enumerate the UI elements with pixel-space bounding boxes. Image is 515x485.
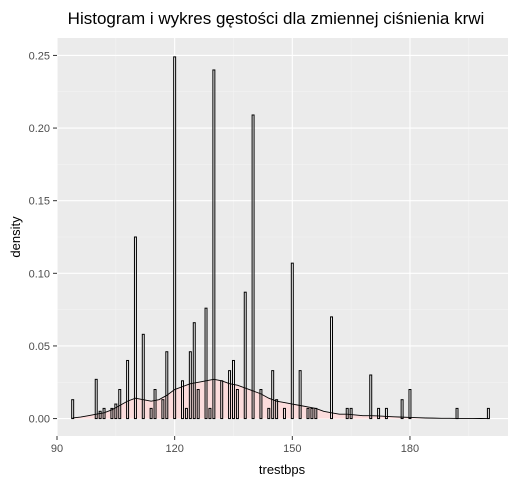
histogram-bar (455, 407, 459, 420)
histogram-bar (102, 407, 106, 420)
histogram-bar (208, 407, 212, 420)
histogram-bar (149, 407, 153, 420)
histogram-bars (71, 56, 490, 420)
histogram-bar (275, 399, 279, 420)
histogram-bar (231, 359, 235, 420)
histogram-bar (408, 389, 412, 420)
y-axis-title: density (8, 216, 23, 258)
histogram-bar (310, 407, 314, 420)
y-tick-label: 0.15 (29, 196, 50, 208)
histogram-bar (161, 399, 165, 420)
histogram-bar (306, 407, 310, 420)
histogram-bar (314, 407, 318, 420)
histogram-bar (153, 389, 157, 420)
histogram-bar (181, 380, 184, 420)
histogram-bar (384, 407, 388, 420)
chart-title: Histogram i wykres gęstości dla zmiennej… (68, 9, 485, 28)
histogram-bar (251, 114, 255, 420)
histogram-bar (173, 56, 177, 420)
histogram-bar (212, 69, 216, 420)
histogram-bar (486, 407, 490, 420)
histogram-bar (267, 407, 271, 420)
histogram-bar (349, 407, 353, 420)
minor-gridlines (57, 38, 508, 436)
histogram-bar (330, 316, 334, 420)
histogram-bar (94, 378, 98, 420)
density-curve (72, 378, 489, 419)
histogram-bar (118, 389, 122, 420)
histogram-bar (98, 410, 102, 420)
x-axis-title: trestbps (259, 462, 306, 477)
histogram-bar (377, 407, 381, 420)
x-axis-ticks: 90 120 150 180 (51, 436, 419, 455)
y-tick-label: 0.05 (29, 341, 50, 353)
x-tick-label: 180 (401, 443, 419, 455)
histogram-bar (290, 262, 294, 420)
y-tick-label: 0.10 (29, 268, 50, 280)
histogram-bar (110, 407, 114, 420)
histogram-bar (345, 407, 349, 420)
histogram-bar (243, 291, 247, 420)
histogram-bar (126, 359, 130, 420)
histogram-bar (369, 374, 373, 420)
histogram-bar (400, 399, 404, 420)
x-tick-label: 120 (165, 443, 183, 455)
histogram-bar (204, 307, 208, 420)
histogram-bar (220, 380, 224, 420)
y-tick-label: 0.00 (29, 414, 50, 426)
histogram-bar (114, 403, 118, 420)
x-tick-label: 150 (283, 443, 301, 455)
histogram-bar (188, 351, 192, 420)
histogram-bar (259, 389, 263, 420)
histogram-bar (271, 370, 275, 420)
y-tick-label: 0.25 (29, 50, 50, 62)
histogram-bar (196, 389, 200, 420)
x-tick-label: 90 (51, 443, 63, 455)
histogram-bar (228, 370, 232, 420)
histogram-bar (298, 370, 302, 420)
histogram-bar (141, 333, 145, 420)
histogram-bar (282, 407, 286, 420)
histogram-bar (184, 407, 188, 420)
density-line (72, 378, 489, 419)
histogram-bar (165, 351, 169, 420)
histogram-bar (235, 389, 239, 420)
histogram-bar (192, 322, 196, 420)
histogram-bar (133, 236, 137, 420)
y-axis-ticks: 0.00 0.05 0.10 0.15 0.20 0.25 (29, 50, 57, 426)
histogram-bar (71, 399, 75, 420)
major-gridlines (56, 38, 508, 436)
y-tick-label: 0.20 (29, 123, 50, 135)
